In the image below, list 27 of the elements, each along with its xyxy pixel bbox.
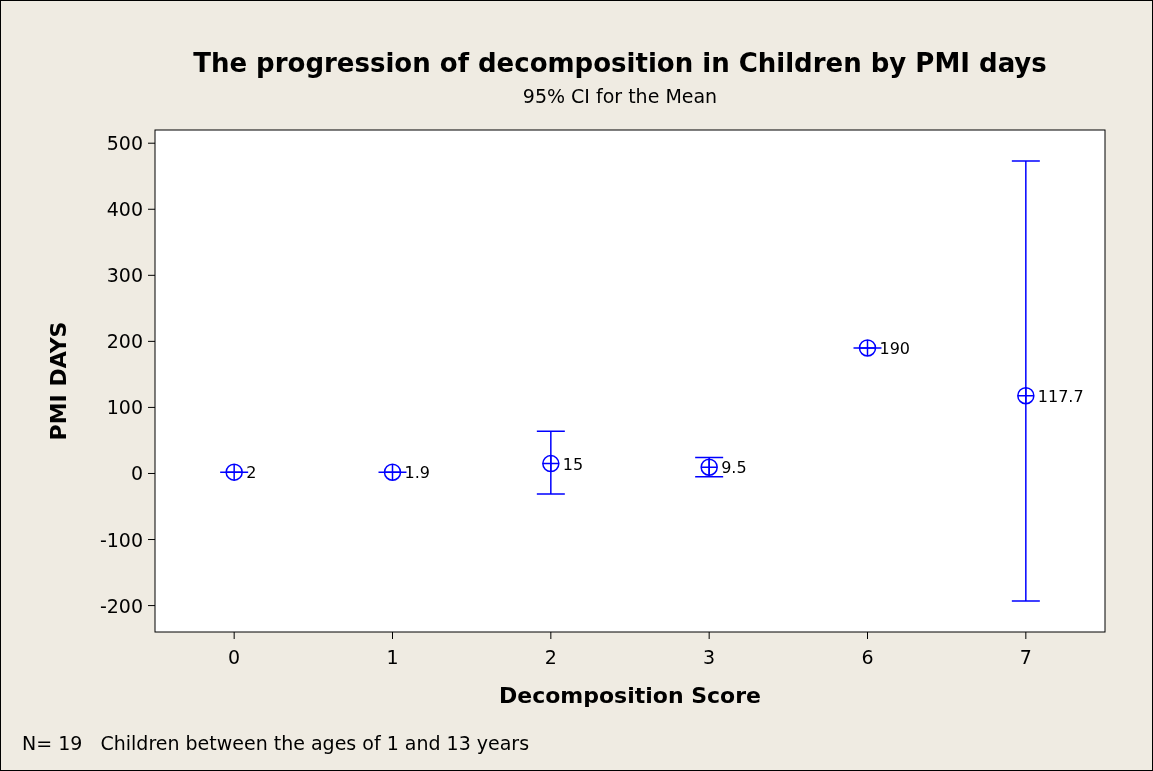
point [542,454,560,473]
chart-subtitle: 95% CI for the Mean [522,85,718,107]
point [1017,386,1035,405]
y-tick-label: 100 [106,396,143,419]
y-tick-label: -200 [99,594,143,617]
chart-title: The progression of decomposition in Children by PMI days [193,48,1047,78]
x-tick-label: 2 [544,646,557,668]
x-axis-title: Decomposition Score [498,683,762,708]
data-label: 9.5 [721,458,747,478]
data-label: 190 [879,338,911,358]
x-tick-label: 1 [386,646,399,668]
text: N= 19 Children between the ages of 1 and 13 years [22,732,530,754]
y-tick-label: 400 [106,198,143,221]
x-tick-label: 6 [861,646,874,668]
y-tick-label: 300 [106,264,143,287]
data-label: 117.7 [1037,386,1084,406]
data-label: 15 [562,454,584,474]
x-tick-label: 0 [228,646,241,668]
y-tick-label: 0 [130,462,143,485]
y-tick-label: 500 [106,132,143,155]
x-tick-label: 3 [703,646,716,668]
data-label: 2 [246,463,257,483]
x-tick-label: 7 [1019,646,1032,668]
y-tick-label: 200 [106,330,143,353]
y-tick-label: -100 [99,528,143,551]
data-label: 1.9 [404,463,430,483]
y-axis-title: PMI DAYS [46,321,71,441]
